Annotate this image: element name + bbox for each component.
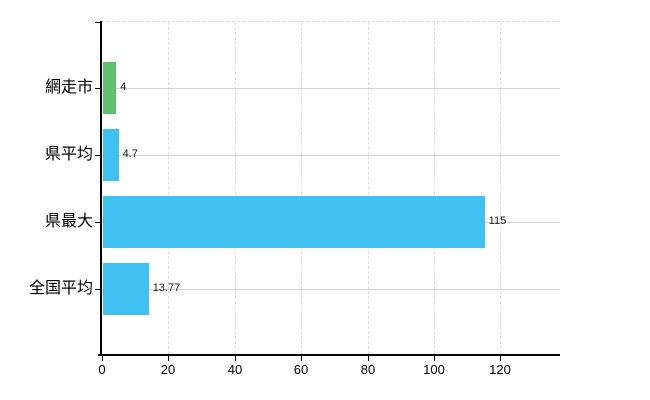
- x-tick-mark: [235, 356, 236, 361]
- x-tick-label: 60: [293, 362, 309, 377]
- x-tick-mark: [102, 356, 103, 361]
- x-tick-mark: [434, 356, 435, 361]
- y-tick-mark: [95, 289, 101, 290]
- x-gridline: [368, 22, 369, 354]
- x-tick-mark: [301, 356, 302, 361]
- bar: [103, 62, 117, 114]
- x-gridline: [235, 22, 236, 354]
- plot-top-border: [102, 21, 560, 22]
- x-gridline: [434, 22, 435, 354]
- x-axis-line: [98, 354, 560, 356]
- y-gridline: [102, 155, 560, 156]
- y-tick-mark: [95, 155, 101, 156]
- bar-value-label: 13.77: [152, 282, 181, 294]
- x-tick-label: 20: [160, 362, 176, 377]
- x-tick-label: 80: [360, 362, 376, 377]
- bar: [103, 263, 149, 315]
- x-tick-mark: [500, 356, 501, 361]
- x-tick-label: 0: [98, 362, 106, 377]
- y-axis-line: [100, 21, 102, 356]
- y-tick-mark: [95, 88, 101, 89]
- y-gridline: [102, 88, 560, 89]
- bar-value-label: 115: [488, 215, 507, 227]
- x-gridline: [301, 22, 302, 354]
- category-label: 網走市: [44, 79, 93, 96]
- y-tick-mark: [95, 222, 101, 223]
- x-tick-mark: [168, 356, 169, 361]
- y-axis-top-tick: [95, 22, 101, 23]
- bar: [103, 196, 485, 248]
- category-label: 県最大: [44, 213, 93, 230]
- bar: [103, 129, 119, 181]
- bar-value-label: 4: [120, 81, 127, 93]
- y-gridline: [102, 289, 560, 290]
- bar-value-label: 4.7: [122, 148, 138, 160]
- x-tick-label: 120: [489, 362, 511, 377]
- x-gridline: [500, 22, 501, 354]
- x-tick-mark: [368, 356, 369, 361]
- x-tick-label: 40: [227, 362, 243, 377]
- x-tick-label: 100: [423, 362, 445, 377]
- category-label: 全国平均: [28, 280, 93, 297]
- category-label: 県平均: [44, 146, 93, 163]
- x-gridline: [168, 22, 169, 354]
